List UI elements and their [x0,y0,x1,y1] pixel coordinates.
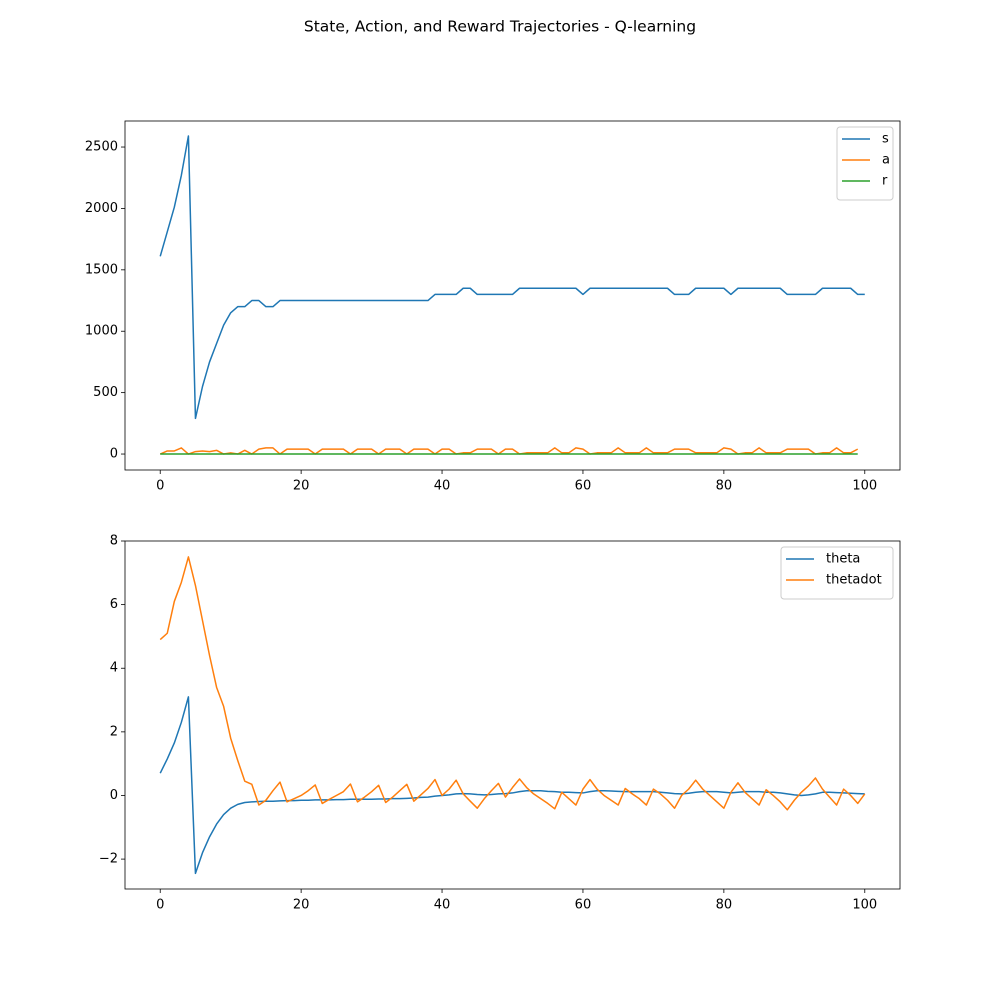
axes-frame [124,120,901,471]
legend-label: thetadot [826,573,882,588]
y-tick-label: 2 [110,724,118,739]
y-tick-label: 2000 [85,201,118,216]
x-tick-label: 60 [575,898,592,913]
y-tick-label: 8 [110,534,118,549]
x-tick-label: 80 [716,898,733,913]
x-tick-label: 0 [156,898,164,913]
x-tick-label: 0 [156,479,164,494]
x-tick-label: 100 [852,479,877,494]
y-tick-label: 6 [110,597,118,612]
series-line [159,135,865,420]
legend-box [780,546,894,600]
y-tick-label: 1500 [85,262,118,277]
legend-label: a [882,153,890,168]
y-tick-label: 4 [110,661,118,676]
y-tick-label: 0 [110,447,118,462]
series-line [159,696,865,875]
x-tick-label: 40 [434,479,451,494]
x-tick-label: 60 [575,479,592,494]
y-tick-label: 2500 [85,140,118,155]
x-tick-label: 20 [293,479,310,494]
legend-label: s [882,132,889,147]
legend-label: r [882,174,888,189]
figure-title: State, Action, and Reward Trajectories -… [304,18,696,36]
y-tick-label: 0 [110,788,118,803]
x-tick-label: 80 [716,479,733,494]
legend-label: theta [826,552,860,567]
series-line [159,556,866,811]
y-tick-label: 1000 [85,324,118,339]
x-tick-label: 100 [852,898,877,913]
y-tick-label: 500 [93,385,118,400]
y-tick-label: −2 [99,852,118,867]
axes-frame [124,540,901,890]
x-tick-label: 40 [434,898,451,913]
x-tick-label: 20 [293,898,310,913]
